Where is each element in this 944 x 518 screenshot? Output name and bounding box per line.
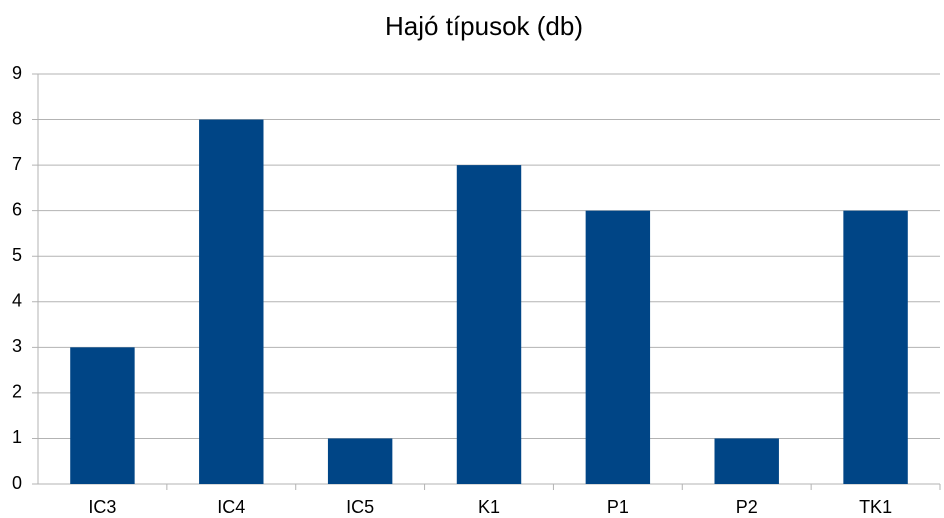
bar bbox=[70, 347, 135, 484]
bar bbox=[199, 119, 264, 485]
y-tick-label: 8 bbox=[12, 108, 22, 128]
x-tick-label: TK1 bbox=[859, 497, 892, 517]
x-tick-label: K1 bbox=[478, 497, 500, 517]
x-tick-label: P2 bbox=[736, 497, 758, 517]
bar bbox=[327, 438, 393, 484]
x-tick-label: IC5 bbox=[346, 497, 374, 517]
bar bbox=[585, 210, 651, 484]
y-tick-label: 2 bbox=[12, 382, 22, 402]
y-tick-label: 7 bbox=[12, 154, 22, 174]
y-tick-label: 1 bbox=[12, 427, 22, 447]
y-tick-label: 6 bbox=[12, 199, 22, 219]
bar bbox=[714, 438, 779, 484]
bar bbox=[456, 165, 522, 484]
x-tick-label: IC3 bbox=[88, 497, 116, 517]
x-tick-label: P1 bbox=[607, 497, 629, 517]
x-tick-label: IC4 bbox=[217, 497, 245, 517]
y-tick-label: 0 bbox=[12, 473, 22, 493]
y-tick-label: 9 bbox=[12, 63, 22, 83]
y-tick-label: 3 bbox=[12, 336, 22, 356]
y-tick-label: 5 bbox=[12, 245, 22, 265]
bar bbox=[843, 210, 908, 484]
y-tick-label: 4 bbox=[12, 291, 22, 311]
chart-title: Hajó típusok (db) bbox=[385, 11, 583, 41]
